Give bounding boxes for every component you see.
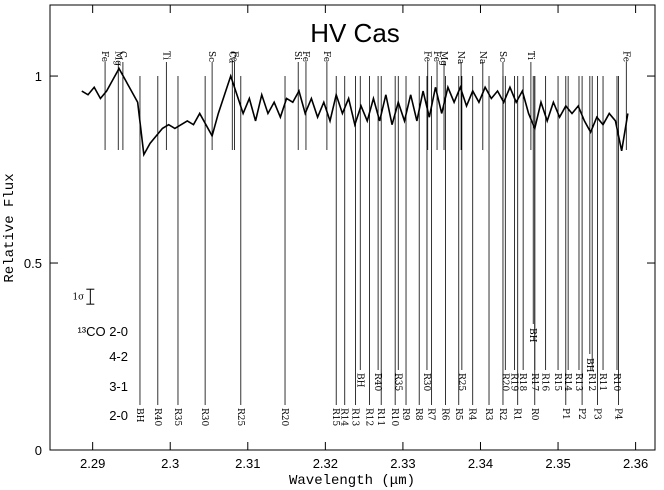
x-tick-label: 2.33 bbox=[390, 456, 415, 471]
co-label: R12 bbox=[364, 408, 374, 426]
x-axis-label: Wavelength (μm) bbox=[289, 473, 415, 489]
co-label: P2 bbox=[576, 408, 586, 420]
co-label: R13 bbox=[350, 408, 360, 427]
co-label: R25 bbox=[456, 373, 466, 392]
band-label: 2-0 bbox=[109, 408, 128, 423]
x-tick-label: 2.36 bbox=[623, 456, 648, 471]
atomic-label: C bbox=[117, 51, 127, 58]
atomic-label: Ca bbox=[226, 51, 236, 64]
atomic-label: Fe bbox=[620, 51, 630, 62]
co-label: R9 bbox=[400, 408, 410, 421]
co-label: BH bbox=[527, 328, 537, 343]
co-label: BH bbox=[584, 358, 594, 373]
co-label: R12 bbox=[586, 373, 596, 391]
co-label: R40 bbox=[372, 373, 382, 392]
y-tick-label: 0.5 bbox=[24, 256, 42, 271]
atomic-label: Sc bbox=[206, 51, 216, 62]
co-label: R1 bbox=[512, 408, 522, 421]
co-label: R10 bbox=[389, 408, 399, 427]
co-label: R25 bbox=[235, 408, 245, 427]
co-label: R11 bbox=[597, 373, 607, 391]
co-label: R30 bbox=[421, 373, 431, 392]
co-label: R6 bbox=[440, 408, 450, 421]
x-tick-label: 2.31 bbox=[235, 456, 260, 471]
co-label: R3 bbox=[483, 408, 493, 421]
x-tick-label: 2.3 bbox=[161, 456, 179, 471]
co-label: R4 bbox=[467, 408, 477, 421]
atomic-label: Na bbox=[455, 51, 465, 65]
y-tick-label: 0 bbox=[35, 443, 42, 458]
atomic-label: Fe bbox=[321, 51, 331, 62]
co-label: P3 bbox=[592, 408, 602, 420]
co-label: R20 bbox=[279, 408, 289, 427]
co-label: R19 bbox=[509, 373, 519, 392]
co-label: R18 bbox=[517, 373, 527, 392]
co-label: R7 bbox=[426, 408, 436, 421]
co-label: R11 bbox=[375, 408, 385, 426]
co-label: R35 bbox=[392, 373, 402, 392]
plot-frame bbox=[49, 4, 656, 451]
atomic-label: Mg bbox=[112, 51, 122, 66]
co-label: R15 bbox=[552, 373, 562, 392]
co-label: R8 bbox=[413, 408, 423, 421]
y-tick-label: 1 bbox=[35, 69, 42, 84]
atomic-label: Fe bbox=[99, 51, 109, 62]
co-label: R15 bbox=[330, 408, 340, 427]
co-label: R10 bbox=[611, 373, 621, 392]
band-label: 4-2 bbox=[109, 349, 128, 364]
co-label: R30 bbox=[199, 408, 209, 427]
co-label: R35 bbox=[172, 408, 182, 427]
y-axis-label: Relative Flux bbox=[2, 173, 18, 282]
atomic-label: Ti bbox=[160, 51, 170, 60]
x-tick-label: 2.32 bbox=[313, 456, 338, 471]
co-label: R14 bbox=[339, 408, 349, 427]
chart-title: HV Cas bbox=[310, 18, 400, 48]
co-label: R0 bbox=[529, 408, 539, 421]
atomic-label: Na bbox=[477, 51, 487, 65]
co-label: R16 bbox=[540, 373, 550, 392]
co-label: R13 bbox=[573, 373, 583, 392]
co-label: R20 bbox=[499, 373, 509, 392]
x-tick-label: 2.29 bbox=[80, 456, 105, 471]
error-label: 1σ bbox=[72, 293, 84, 303]
atomic-label: Si bbox=[292, 51, 302, 60]
atomic-label: Fe bbox=[431, 51, 441, 62]
atomic-label: Fe bbox=[300, 51, 310, 62]
atomic-label: Mg bbox=[438, 51, 448, 66]
spectrum bbox=[81, 66, 629, 158]
co-label: R40 bbox=[152, 408, 162, 427]
co-label: R14 bbox=[562, 373, 572, 392]
co-label: P4 bbox=[613, 408, 623, 420]
co-label: R17 bbox=[529, 373, 539, 392]
co-label: R5 bbox=[453, 408, 463, 421]
co-label: P1 bbox=[560, 408, 570, 420]
atomic-label: Sc bbox=[497, 51, 507, 62]
x-tick-label: 2.35 bbox=[545, 456, 570, 471]
band-label: ¹³CO 2-0 bbox=[77, 324, 128, 339]
atomic-label: Fe bbox=[229, 51, 239, 62]
atomic-label: Ti bbox=[525, 51, 535, 60]
x-tick-label: 2.34 bbox=[468, 456, 493, 471]
band-label: 3-1 bbox=[109, 379, 128, 394]
co-label: BH bbox=[134, 408, 144, 423]
co-label: R2 bbox=[497, 408, 507, 421]
atomic-label: Fe bbox=[422, 51, 432, 62]
co-label: BH bbox=[354, 373, 364, 388]
